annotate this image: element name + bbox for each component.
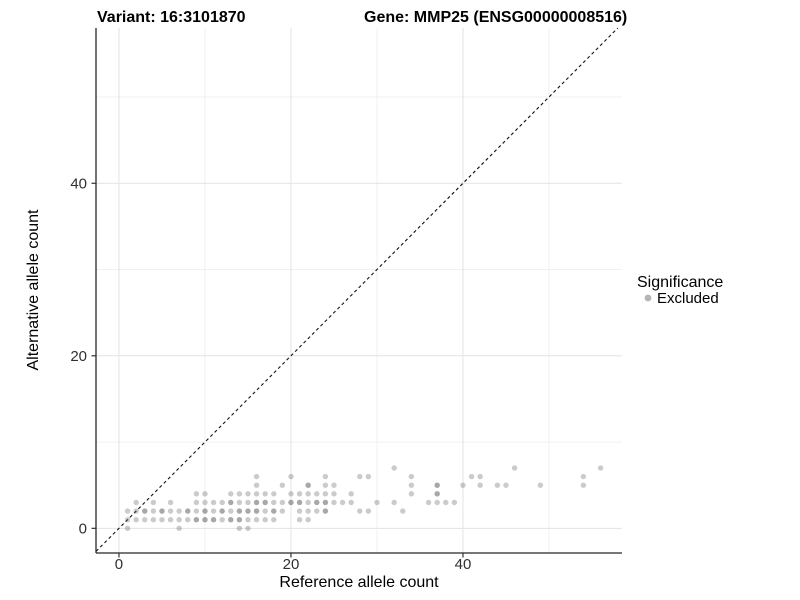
x-axis-title: Reference allele count: [279, 574, 439, 591]
axes: [91, 28, 622, 558]
tick-labels: 0 20 40 0 20 40: [70, 175, 471, 573]
y-axis-title: Alternative allele count: [25, 209, 42, 371]
legend-entry-excluded: Excluded: [657, 290, 719, 307]
identity-dashed-line: [95, 27, 619, 552]
y-tick-label: 20: [70, 348, 87, 365]
x-tick-label: 40: [455, 556, 472, 573]
legend: Significance Excluded: [637, 274, 723, 307]
y-tick-label: 0: [79, 520, 87, 537]
legend-title: Significance: [637, 274, 723, 291]
gene-title: Gene: MMP25 (ENSG00000008516): [364, 9, 627, 26]
x-tick-label: 0: [115, 556, 123, 573]
variant-title: Variant: 16:3101870: [97, 9, 246, 26]
legend-key-dot-icon: [644, 294, 652, 302]
y-tick-label: 40: [70, 175, 87, 192]
scatter-points: [124, 465, 604, 532]
x-tick-label: 20: [283, 556, 300, 573]
gridlines: [96, 28, 622, 553]
